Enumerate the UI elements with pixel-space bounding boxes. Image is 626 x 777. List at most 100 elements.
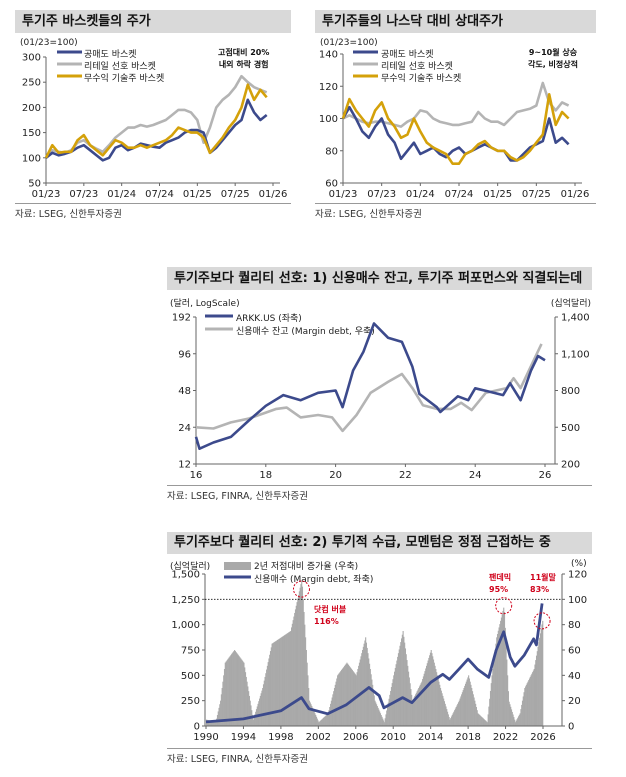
chart2-series-1 — [342, 81, 570, 128]
chart4-bar — [370, 674, 372, 726]
chart4-source: 자료: LSEG, FINRA, 신한투자증권 — [167, 754, 308, 765]
chart4-bar — [463, 688, 465, 726]
chart4-bar — [457, 702, 460, 726]
chart4-bar — [451, 714, 453, 726]
chart4-y-right-tick-label: 80 — [568, 620, 581, 631]
chart4-bar — [467, 677, 469, 726]
chart4-bar — [294, 612, 296, 726]
chart2-annotation-line2: 각도, 비정상적 — [528, 60, 578, 69]
chart3-y-tick-label: 96 — [178, 349, 191, 360]
chart4-x-tick-label: 1994 — [231, 732, 256, 743]
chart3-divider — [167, 485, 592, 486]
chart4-bar — [449, 719, 451, 726]
chart4-bar — [457, 703, 459, 726]
chart4-bar — [397, 653, 399, 726]
chart4-bar — [235, 652, 237, 726]
chart3-y-right-tick-label: 200 — [561, 460, 580, 471]
chart4-bar — [329, 707, 331, 726]
chart4-bar — [374, 700, 376, 726]
chart4-bar — [476, 710, 478, 726]
chart4-bar — [414, 695, 416, 726]
chart4-bar — [407, 665, 409, 726]
chart2-annotation: 9~10월 상승 각도, 비정상적 — [528, 47, 578, 71]
chart4-bar — [356, 672, 358, 726]
chart4-bar — [354, 674, 357, 726]
chart4-bar — [247, 686, 249, 726]
chart4-bar — [542, 620, 544, 726]
chart4-bar — [252, 719, 254, 726]
chart4-bar — [376, 706, 378, 726]
chart4-bar — [283, 635, 285, 726]
chart4-bar — [340, 671, 342, 726]
chart4-bar — [396, 660, 398, 726]
chart4-bar — [243, 662, 245, 726]
chart4-bar — [326, 714, 328, 726]
chart1-legend-retail: 리테일 선호 바스켓 — [84, 62, 156, 72]
chart4-bar — [319, 721, 321, 726]
chart4-bar — [441, 693, 443, 726]
chart4-bar — [492, 669, 494, 726]
chart4-x-tick-label: 1990 — [193, 732, 218, 743]
chart2-x-tick-label: 01/24 — [406, 189, 435, 200]
chart4-unit-left: (십억달러) — [170, 562, 211, 572]
chart4-bar — [489, 698, 491, 726]
chart4-bar — [241, 659, 243, 726]
chart4-x-tick-label: 2010 — [380, 732, 405, 743]
chart4-bar — [209, 720, 211, 726]
chart4-y-right-tick-label: 60 — [568, 646, 581, 657]
chart3-x-tick-label: 16 — [190, 470, 203, 481]
chart4-bar — [362, 646, 364, 726]
chart4-bar — [313, 711, 315, 726]
chart4-bar — [281, 636, 283, 726]
chart2-x-tick-label: 01/25 — [483, 189, 512, 200]
chart3-source: 자료: LSEG, FINRA, 신한투자증권 — [167, 491, 308, 502]
chart4-bar — [241, 660, 243, 726]
chart4-bar — [245, 676, 247, 726]
chart4-bar — [286, 633, 288, 726]
chart4-bar — [261, 690, 263, 726]
chart4-y-tick-label: 1,500 — [171, 570, 200, 581]
chart4-bar — [270, 647, 272, 726]
chart4-bar — [410, 689, 412, 726]
chart4-bar — [399, 645, 401, 726]
chart4-bar — [409, 683, 411, 726]
chart4-bar — [260, 693, 262, 726]
chart4-bar — [502, 610, 504, 726]
chart4-bar — [425, 665, 428, 726]
chart4-bar — [512, 714, 514, 726]
chart4-bar — [472, 691, 474, 726]
chart4-bar — [269, 651, 272, 726]
chart4-bar — [236, 653, 238, 726]
chart2-y-tick-label: 140 — [319, 50, 338, 61]
chart4-bar — [234, 651, 236, 726]
chart4-bar — [345, 663, 347, 726]
chart4-bar — [404, 642, 406, 726]
chart4-bar — [381, 716, 383, 726]
chart4-bar — [213, 721, 215, 726]
chart3-x-tick-label: 18 — [259, 470, 272, 481]
chart2-series-2 — [341, 93, 570, 165]
chart4-bar — [323, 717, 325, 726]
chart4-bar — [468, 678, 470, 726]
chart4-bar — [435, 669, 437, 726]
chart4-bar — [386, 706, 389, 726]
chart4-bar — [524, 688, 526, 726]
chart4-bar — [276, 640, 278, 726]
chart4-bar — [447, 714, 449, 726]
chart4-bar — [273, 642, 275, 726]
chart2-title: 투기주들의 나스닥 대비 상대주가 — [315, 10, 596, 33]
chart4-bar — [456, 705, 458, 726]
chart4-bar — [306, 662, 308, 726]
chart2-x-tick-label: 07/23 — [367, 189, 396, 200]
chart3-x-tick-label: 20 — [329, 470, 342, 481]
chart4-highlight-circle-1 — [495, 597, 513, 615]
chart4-bar — [272, 643, 274, 726]
chart4-bar — [454, 708, 456, 726]
chart4-bar — [217, 711, 219, 726]
chart4-bar — [215, 722, 217, 726]
chart4-bar — [245, 672, 247, 726]
chart4-bar — [474, 700, 476, 726]
chart4-bar — [387, 702, 389, 726]
chart4-bar — [541, 624, 543, 726]
chart4-bar — [368, 658, 370, 726]
